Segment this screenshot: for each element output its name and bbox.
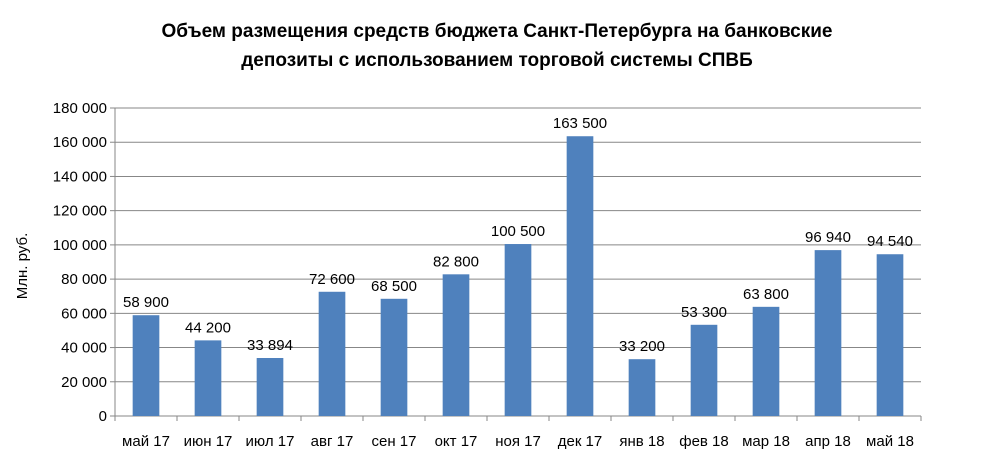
data-label: 163 500 xyxy=(553,115,607,132)
bar xyxy=(876,254,904,416)
data-label: 96 940 xyxy=(805,229,851,246)
x-tick-label: ноя 17 xyxy=(495,433,541,450)
y-tick-label: 100 000 xyxy=(53,237,107,254)
bar xyxy=(194,340,222,416)
y-tick-label: 0 xyxy=(99,408,107,425)
bar xyxy=(442,274,470,416)
y-tick-label: 120 000 xyxy=(53,203,107,220)
bar xyxy=(256,358,284,416)
bar xyxy=(690,324,718,416)
x-tick-label: дек 17 xyxy=(558,433,603,450)
y-tick-label: 140 000 xyxy=(53,168,107,185)
x-tick-label: апр 18 xyxy=(805,433,851,450)
y-tick-label: 60 000 xyxy=(61,305,107,322)
bar xyxy=(132,315,160,416)
bar xyxy=(504,244,532,416)
x-tick-label: фев 18 xyxy=(679,433,729,450)
bars xyxy=(132,136,904,416)
y-tick-labels: 0 20 000 40 000 60 000 80 000 100 000 120 000 1… xyxy=(53,100,107,425)
data-label: 53 300 xyxy=(681,304,727,321)
data-label: 72 600 xyxy=(309,271,355,288)
chart-title-line-2: депозиты с использованием торговой систе… xyxy=(241,50,753,71)
data-label: 82 800 xyxy=(433,253,479,270)
x-tick-label: июл 17 xyxy=(246,433,295,450)
data-label: 33 200 xyxy=(619,338,665,355)
x-tick-label: авг 17 xyxy=(311,433,354,450)
bar xyxy=(566,136,594,416)
bar xyxy=(814,250,842,416)
y-tick-label: 80 000 xyxy=(61,271,107,288)
y-tick-label: 180 000 xyxy=(53,100,107,117)
x-tick-label: мар 18 xyxy=(742,433,790,450)
data-label: 44 200 xyxy=(185,319,231,336)
x-tick-label: сен 17 xyxy=(372,433,417,450)
bar xyxy=(752,306,780,416)
data-label: 100 500 xyxy=(491,223,545,240)
y-tick-label: 20 000 xyxy=(61,374,107,391)
x-tick-label: янв 18 xyxy=(619,433,664,450)
bar xyxy=(318,291,346,416)
chart-title-line-1: Объем размещения средств бюджета Санкт-П… xyxy=(162,21,833,42)
x-tick-label: май 17 xyxy=(122,433,170,450)
bar xyxy=(380,298,408,416)
data-label: 68 500 xyxy=(371,278,417,295)
data-label: 33 894 xyxy=(247,337,293,354)
data-label: 58 900 xyxy=(123,294,169,311)
x-tick-label: май 18 xyxy=(866,433,914,450)
x-tick-label: июн 17 xyxy=(184,433,233,450)
data-labels: 58 900 44 200 33 894 72 600 68 500 82 800 100 … xyxy=(123,115,913,355)
y-tick-label: 40 000 xyxy=(61,340,107,357)
x-tick-label: окт 17 xyxy=(435,433,478,450)
x-tick-labels: май 17 июн 17 июл 17 авг 17 сен 17 окт 17 ноя … xyxy=(122,433,914,450)
data-label: 63 800 xyxy=(743,286,789,303)
bar xyxy=(628,359,656,416)
y-tick-label: 160 000 xyxy=(53,134,107,151)
y-axis-label: Млн. руб. xyxy=(14,233,31,299)
data-label: 94 540 xyxy=(867,233,913,250)
